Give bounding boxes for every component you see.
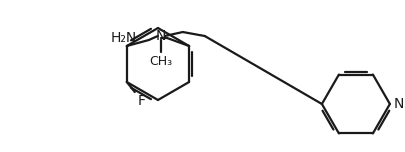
Text: F: F <box>137 94 145 108</box>
Text: N: N <box>393 97 403 111</box>
Text: H₂N: H₂N <box>111 31 137 45</box>
Text: CH₃: CH₃ <box>149 55 172 68</box>
Text: N: N <box>155 29 166 43</box>
